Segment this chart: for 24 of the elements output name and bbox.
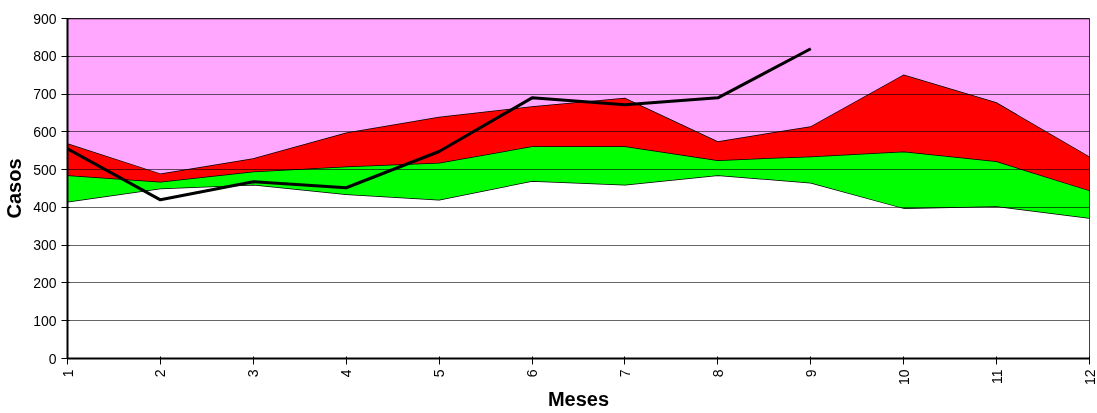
x-tick-label: 4 (338, 369, 355, 378)
y-tick-label: 0 (48, 350, 57, 367)
x-tick-label: 2 (152, 369, 169, 378)
y-tick-label: 500 (33, 161, 57, 178)
x-tick-label: 7 (616, 369, 633, 378)
y-tick-label: 700 (33, 86, 57, 103)
x-tick-label: 1 (59, 369, 76, 378)
x-axis-title: Meses (547, 388, 610, 411)
x-tick-label: 11 (988, 369, 1005, 385)
y-tick-label: 800 (33, 48, 57, 65)
x-tick-label: 8 (709, 369, 726, 378)
y-tick-label: 900 (33, 10, 57, 27)
y-axis-title: Casos (3, 158, 26, 219)
y-tick-label: 100 (33, 312, 57, 329)
y-tick-label: 400 (33, 199, 57, 216)
x-tick-label: 10 (895, 369, 912, 386)
y-tick-label: 300 (33, 237, 57, 254)
x-tick-label: 3 (245, 369, 262, 378)
y-tick-label: 600 (33, 123, 57, 140)
x-tick-label: 5 (431, 369, 448, 378)
y-tick-label: 200 (33, 274, 57, 291)
x-tick-label: 6 (524, 369, 541, 378)
x-tick-label: 9 (802, 369, 819, 378)
x-tick-label: 12 (1081, 369, 1097, 386)
